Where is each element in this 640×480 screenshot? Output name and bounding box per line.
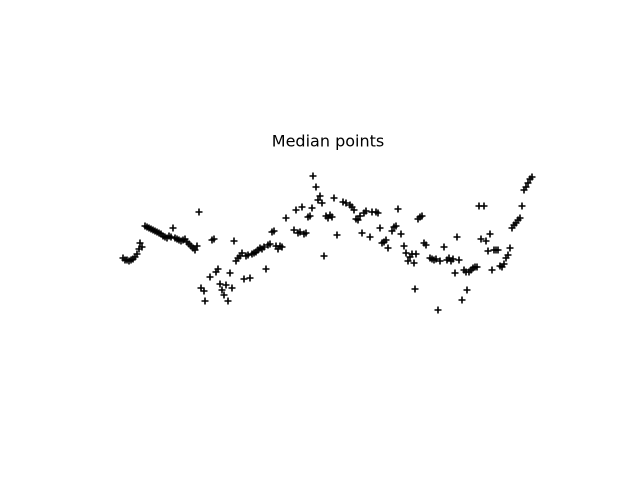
point xyxy=(316,192,324,200)
point xyxy=(309,172,317,180)
point xyxy=(220,291,228,299)
point xyxy=(333,231,341,239)
point xyxy=(224,297,232,305)
point xyxy=(506,244,514,252)
point xyxy=(296,228,304,236)
point xyxy=(358,229,366,237)
point xyxy=(328,213,336,221)
point xyxy=(210,235,218,243)
chart-title: Median points xyxy=(272,132,384,151)
point xyxy=(422,241,430,249)
point xyxy=(410,259,418,267)
point xyxy=(362,207,370,215)
point xyxy=(418,212,426,220)
point xyxy=(201,297,209,305)
point xyxy=(504,251,512,259)
point xyxy=(436,257,444,265)
point xyxy=(402,249,410,257)
point xyxy=(374,209,382,217)
point xyxy=(412,250,420,258)
point xyxy=(394,205,402,213)
point xyxy=(528,173,536,181)
point xyxy=(278,243,286,251)
point xyxy=(228,284,236,292)
point xyxy=(298,203,306,211)
point xyxy=(238,249,246,257)
point xyxy=(169,224,177,232)
point xyxy=(222,281,230,289)
point xyxy=(330,194,338,202)
point xyxy=(524,179,532,187)
point xyxy=(356,212,364,220)
point xyxy=(411,285,419,293)
point xyxy=(226,269,234,277)
point xyxy=(262,265,270,273)
point xyxy=(216,280,224,288)
point xyxy=(463,286,471,294)
point xyxy=(218,286,226,294)
point xyxy=(320,252,328,260)
point xyxy=(270,227,278,235)
point xyxy=(440,243,448,251)
point xyxy=(350,206,358,214)
point xyxy=(449,255,457,263)
point xyxy=(455,256,463,264)
point xyxy=(191,246,199,254)
point xyxy=(482,237,490,245)
point xyxy=(384,244,392,252)
point xyxy=(266,240,274,248)
point xyxy=(434,306,442,314)
point xyxy=(432,255,440,263)
point xyxy=(500,260,508,268)
point xyxy=(138,243,146,251)
point xyxy=(260,243,268,251)
point xyxy=(136,239,144,247)
point xyxy=(312,183,320,191)
point xyxy=(484,247,492,255)
point xyxy=(302,229,310,237)
point xyxy=(382,236,390,244)
point xyxy=(451,269,459,277)
point xyxy=(230,237,238,245)
point xyxy=(200,287,208,295)
point xyxy=(206,273,214,281)
point xyxy=(480,202,488,210)
point xyxy=(167,233,175,241)
point xyxy=(282,214,290,222)
point xyxy=(522,183,530,191)
point xyxy=(376,224,384,232)
point xyxy=(458,296,466,304)
point xyxy=(308,204,316,212)
point xyxy=(240,275,248,283)
point xyxy=(486,230,494,238)
point xyxy=(494,246,502,254)
point xyxy=(473,263,481,271)
point xyxy=(354,216,362,224)
point xyxy=(292,206,300,214)
point xyxy=(518,202,526,210)
point xyxy=(314,196,322,204)
point xyxy=(388,227,396,235)
point xyxy=(193,242,201,250)
point xyxy=(516,214,524,222)
point xyxy=(133,250,141,258)
point xyxy=(195,208,203,216)
point xyxy=(342,199,350,207)
point xyxy=(306,212,314,220)
point xyxy=(453,233,461,241)
point xyxy=(290,226,298,234)
point xyxy=(488,266,496,274)
point xyxy=(477,235,485,243)
point xyxy=(318,199,326,207)
point xyxy=(366,233,374,241)
point xyxy=(246,274,254,282)
point xyxy=(244,251,252,259)
point xyxy=(392,222,400,230)
point xyxy=(214,265,222,273)
point xyxy=(404,257,412,265)
point xyxy=(400,242,408,250)
point xyxy=(397,230,405,238)
